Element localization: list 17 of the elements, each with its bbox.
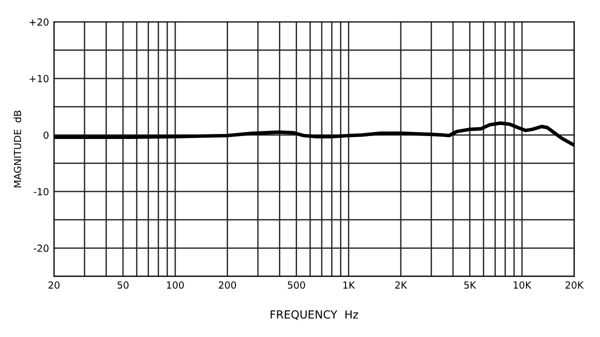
- y-tick-label: 0: [44, 131, 48, 139]
- x-tick-label: 500: [288, 281, 306, 289]
- y-tick-label: +20: [30, 18, 48, 26]
- x-tick-label: 2K: [395, 281, 408, 289]
- y-axis-title: MAGNITUDE dB: [14, 110, 22, 188]
- x-axis-title: FREQUENCY Hz: [270, 310, 358, 320]
- x-tick-label: 100: [166, 281, 184, 289]
- x-tick-label: 5K: [464, 282, 476, 289]
- x-tick-label: 20: [48, 281, 60, 289]
- y-tick-label: -10: [34, 188, 48, 196]
- y-tick-label: +10: [30, 74, 48, 82]
- x-tick-label: 1K: [343, 282, 356, 289]
- x-tick-label: 20K: [566, 281, 584, 289]
- x-tick-label: 200: [218, 281, 236, 289]
- x-tick-label: 50: [118, 281, 129, 289]
- y-tick-label: -20: [34, 244, 48, 252]
- x-tick-label: 10K: [514, 281, 532, 289]
